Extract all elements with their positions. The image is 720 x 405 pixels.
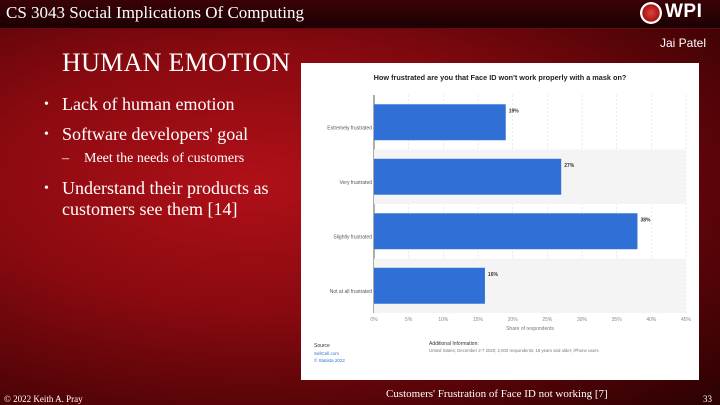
sub-bullet-item: – Meet the needs of customers: [40, 150, 300, 168]
chart-labels: 0% 5% 10% 15% 20% 25% 30% 35% 40% 45% 19% Extremely…: [327, 108, 691, 323]
x-tick-label: 0%: [370, 317, 378, 323]
x-tick-label: 25%: [542, 317, 553, 323]
wpi-seal-icon: [640, 2, 662, 24]
title-bar: CS 3043 Social Implications Of Computing…: [0, 0, 720, 29]
figure-caption: Customers' Frustration of Face ID not wo…: [386, 388, 608, 400]
bar-value-label: 19%: [509, 108, 520, 114]
bar-value-label: 27%: [564, 163, 575, 169]
presenter-name: Jai Patel: [659, 36, 706, 50]
x-tick-label: 10%: [438, 317, 449, 323]
bar-value-label: 38%: [640, 217, 651, 223]
wpi-logo: WPI: [640, 1, 718, 26]
bullet-item: • Lack of human emotion: [40, 94, 300, 115]
x-tick-label: 5%: [405, 317, 413, 323]
bullet-dot-icon: •: [44, 181, 49, 196]
x-tick-label: 45%: [681, 317, 692, 323]
additional-info-text: United States; December 2-7 2020; 2,000 …: [429, 348, 599, 353]
bullet-text: Lack of human emotion: [62, 94, 235, 114]
bullet-dot-icon: •: [44, 127, 49, 142]
course-title: CS 3043 Social Implications Of Computing: [6, 3, 304, 22]
x-tick-label: 20%: [508, 317, 519, 323]
category-label: Extremely frustrated: [327, 125, 372, 131]
wpi-logo-text: WPI: [665, 1, 703, 22]
category-label: Slightly frustrated: [333, 234, 372, 240]
x-tick-label: 30%: [577, 317, 588, 323]
bar: [374, 104, 506, 141]
bullet-list: • Lack of human emotion • Software devel…: [40, 94, 300, 229]
bullet-text: Understand their products as customers s…: [62, 178, 269, 219]
chart-title: How frustrated are you that Face ID won'…: [374, 73, 627, 82]
bar: [374, 213, 638, 250]
additional-info-heading: Additional Information:: [429, 341, 479, 347]
slide-title: HUMAN EMOTION: [62, 48, 291, 77]
bullet-dot-icon: •: [44, 97, 49, 112]
bullet-item: • Understand their products as customers…: [40, 178, 300, 220]
page-number: 33: [703, 394, 712, 404]
bar: [374, 158, 562, 195]
bullet-item: • Software developers' goal: [40, 124, 300, 145]
x-tick-label: 15%: [473, 317, 484, 323]
copyright: © 2022 Keith A. Pray: [4, 394, 83, 404]
sub-bullet-text: Meet the needs of customers: [84, 151, 245, 166]
chart-bars: [374, 104, 638, 304]
bullet-text: Software developers' goal: [62, 124, 249, 144]
x-tick-label: 40%: [646, 317, 657, 323]
category-label: Very frustrated: [339, 180, 372, 186]
bar-chart: How frustrated are you that Face ID won'…: [314, 73, 692, 363]
bar-value-label: 16%: [488, 272, 499, 278]
source-heading: Source: [314, 343, 330, 349]
category-label: Not at all frustrated: [330, 289, 372, 295]
bar: [374, 267, 485, 304]
x-axis-title: Share of respondents: [506, 326, 554, 332]
source-line[interactable]: SellCell.com: [314, 351, 339, 356]
chart-card: How frustrated are you that Face ID won'…: [301, 63, 699, 380]
source-line[interactable]: © Statista 2022: [314, 357, 345, 363]
x-tick-label: 35%: [612, 317, 623, 323]
sub-bullet-dash-icon: –: [62, 151, 69, 166]
